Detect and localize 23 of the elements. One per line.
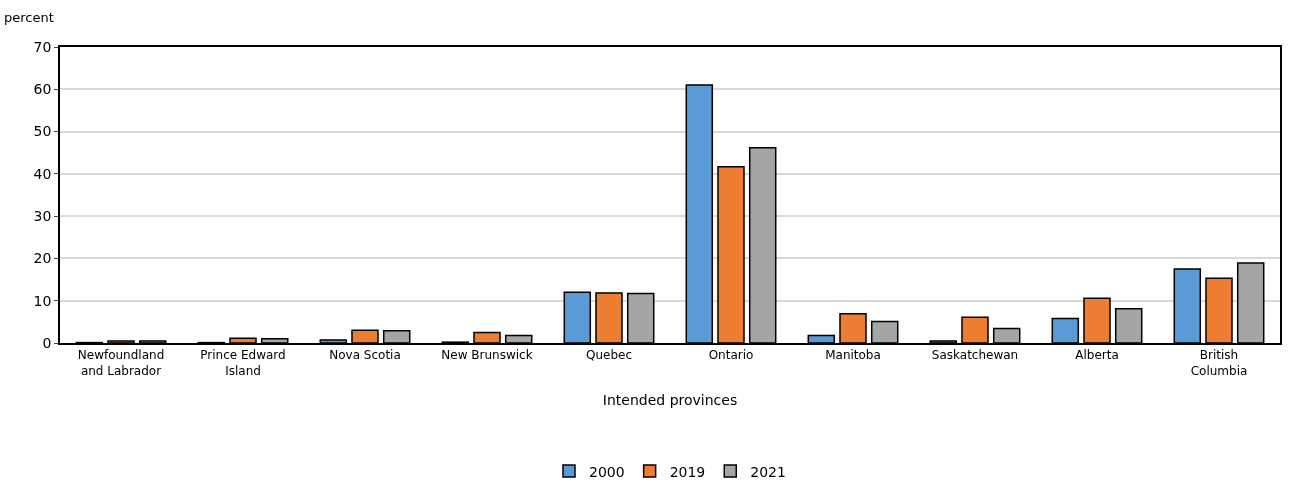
legend-label: 2000 bbox=[589, 463, 625, 480]
legend-label: 2021 bbox=[750, 463, 786, 480]
x-tick-label: British Columbia bbox=[1190, 348, 1248, 378]
y-tick-label: 30 bbox=[33, 208, 52, 225]
x-tick-label: Newfoundland and Labrador bbox=[77, 348, 165, 378]
y-tick-label: 40 bbox=[33, 165, 52, 182]
y-axis-title: percent bbox=[4, 10, 54, 25]
x-tick-label: New Brunswick bbox=[441, 348, 533, 363]
x-tick-label: Ontario bbox=[708, 348, 754, 363]
x-tick-label: Quebec bbox=[585, 348, 633, 363]
x-axis-title: Intended provinces bbox=[602, 391, 738, 408]
legend-label: 2019 bbox=[669, 463, 706, 480]
y-tick-label: 60 bbox=[33, 81, 52, 98]
y-tick-label: 0 bbox=[42, 334, 52, 351]
x-tick-label: Alberta bbox=[1075, 348, 1119, 363]
y-tick-label: 70 bbox=[33, 38, 52, 55]
x-tick-label: Manitoba bbox=[825, 348, 881, 363]
x-tick-label: Prince Edward Island bbox=[200, 348, 286, 378]
y-tick-label: 20 bbox=[33, 250, 52, 267]
x-tick-label: Nova Scotia bbox=[329, 348, 401, 363]
x-tick-label: Saskatchewan bbox=[931, 348, 1019, 363]
y-tick-label: 10 bbox=[33, 292, 52, 309]
y-tick-label: 50 bbox=[33, 123, 52, 140]
